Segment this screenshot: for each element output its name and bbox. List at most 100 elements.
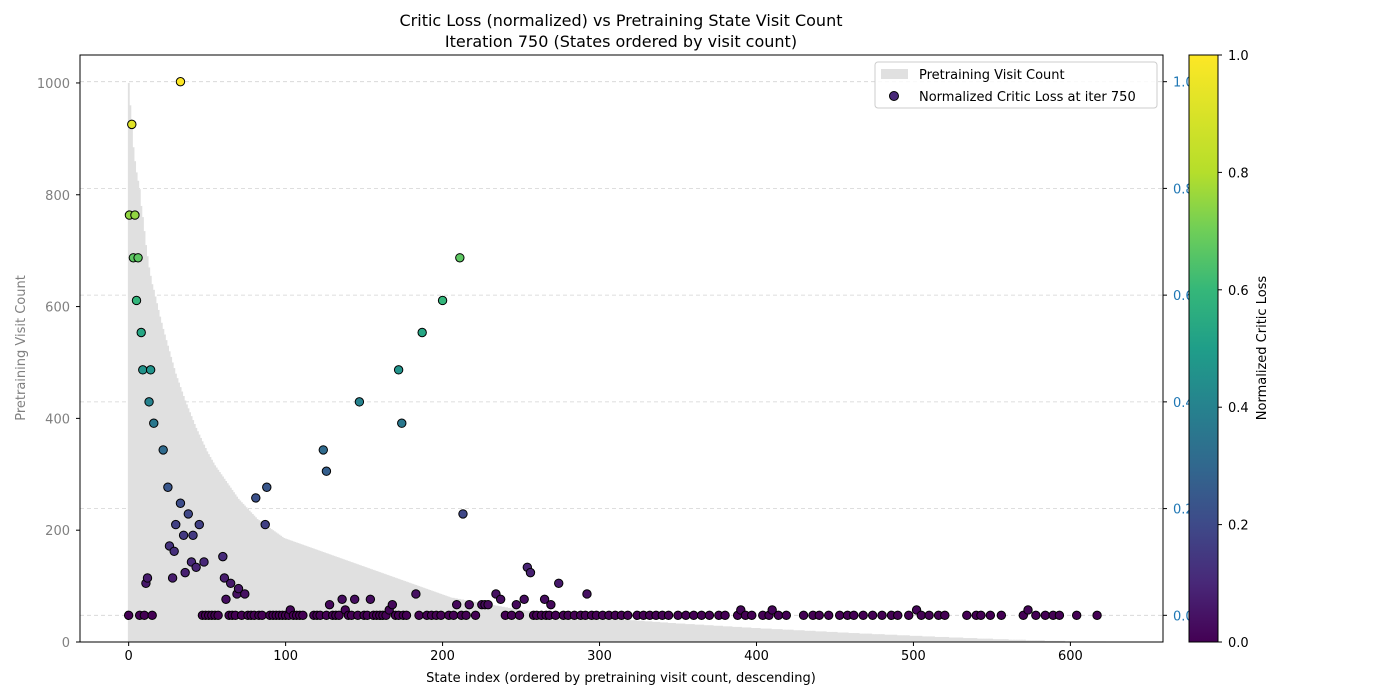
bar [309, 547, 312, 642]
bar [543, 612, 546, 642]
data-point [127, 119, 137, 130]
colorbar-tick-label: 0.0 [1228, 636, 1249, 651]
bar [686, 624, 689, 642]
bar [725, 626, 728, 642]
data-point [123, 610, 134, 621]
bar [276, 533, 279, 642]
bar [162, 328, 165, 642]
bar [804, 630, 807, 642]
data-point [178, 530, 189, 540]
data-point [834, 610, 845, 621]
bar [187, 408, 190, 642]
bar [609, 618, 612, 642]
bar [994, 639, 997, 642]
bar [316, 549, 319, 642]
data-point [260, 519, 270, 530]
bar [291, 540, 293, 642]
bar [605, 618, 607, 642]
bar [732, 626, 735, 642]
bar [462, 599, 465, 642]
bar [548, 613, 551, 642]
bar [173, 368, 176, 642]
bar [269, 527, 272, 642]
bar [499, 606, 502, 642]
bar [802, 630, 805, 642]
bar [777, 629, 780, 642]
bar [154, 296, 157, 642]
bar [707, 625, 709, 642]
bar [349, 561, 352, 642]
bar [915, 635, 918, 642]
bar [383, 573, 386, 642]
bar [459, 598, 461, 642]
bar [189, 412, 191, 642]
bar [977, 638, 979, 642]
bar [413, 584, 416, 642]
bar [749, 627, 752, 642]
bar [826, 631, 829, 642]
bar [396, 578, 399, 642]
bar [176, 378, 179, 642]
bar [849, 633, 852, 642]
bar [1003, 639, 1006, 642]
bar [835, 631, 838, 642]
data-point [133, 253, 143, 263]
bar [297, 543, 300, 642]
bar [719, 625, 722, 642]
bar [964, 638, 967, 642]
bar [692, 624, 695, 642]
bar [860, 633, 863, 642]
bar [157, 309, 160, 642]
y-axis: 0 200 400 600 800 1000 [37, 77, 80, 651]
bar [495, 605, 498, 642]
bar [889, 634, 891, 642]
bar [970, 638, 973, 642]
x-tick-label: 0 [125, 649, 133, 664]
bar [369, 568, 372, 642]
bar [1025, 640, 1028, 642]
bar [633, 620, 636, 642]
bar [937, 636, 940, 642]
bar [611, 618, 614, 642]
bar [484, 603, 487, 642]
bar [479, 602, 482, 642]
bar [747, 627, 750, 642]
bar [812, 630, 815, 642]
bar [984, 638, 987, 642]
bar [377, 571, 380, 642]
bar [848, 633, 851, 642]
data-point [436, 610, 446, 621]
bar [823, 631, 826, 642]
bar [330, 554, 333, 642]
bar [914, 635, 917, 642]
data-point [1092, 610, 1102, 621]
bar [622, 619, 625, 642]
bar [791, 629, 794, 642]
bar [465, 600, 468, 642]
bar [1060, 640, 1063, 642]
bar [983, 638, 986, 642]
data-point [448, 610, 459, 621]
bar [661, 622, 664, 642]
bar [493, 605, 496, 642]
bar [647, 621, 650, 642]
bar [573, 615, 576, 642]
bar [168, 351, 171, 642]
data-point [365, 594, 376, 605]
data-point [582, 589, 592, 599]
bar [730, 626, 733, 642]
x-tick-label: 200 [430, 649, 455, 664]
bar [980, 638, 983, 642]
bar [1052, 640, 1055, 642]
bar [947, 636, 950, 642]
bar [912, 635, 915, 642]
bar [584, 616, 587, 642]
bar [284, 538, 287, 642]
bar [620, 619, 623, 642]
bar [904, 635, 907, 642]
bar [931, 636, 934, 642]
bar [346, 560, 348, 642]
bar [722, 626, 725, 642]
bar [674, 622, 676, 642]
